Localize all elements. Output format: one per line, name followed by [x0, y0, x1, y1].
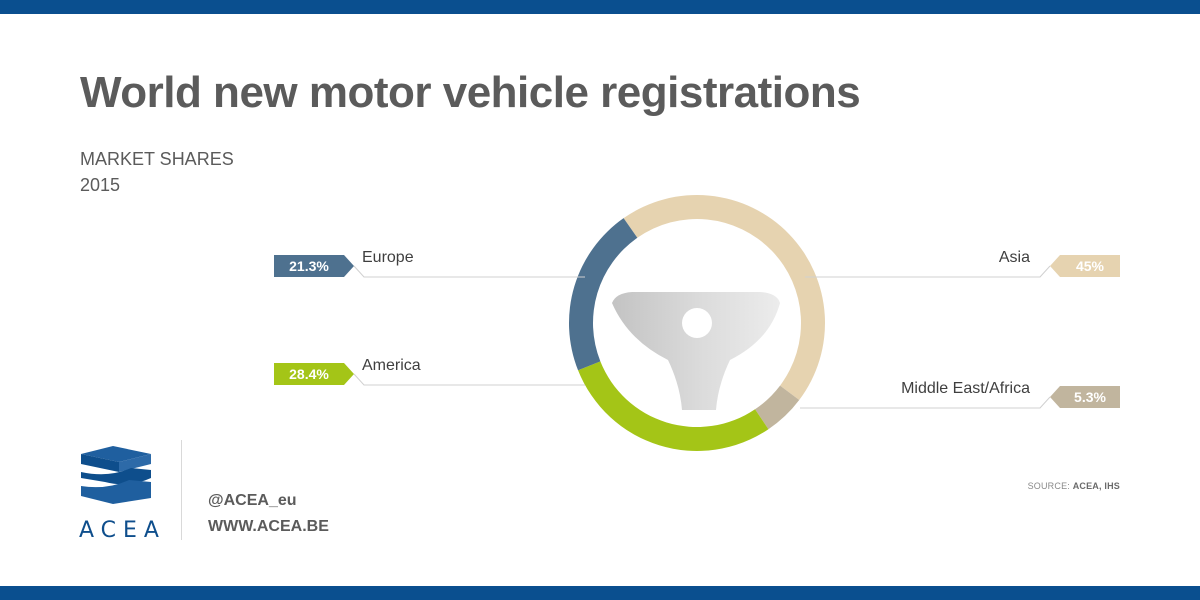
source-note: SOURCE: ACEA, IHS: [1028, 481, 1120, 491]
value-label-asia: 45%: [1076, 258, 1105, 274]
donut-labels: 45% Asia 5.3% Middle East/Africa 28.4% Americ…: [274, 249, 1120, 409]
page-title: World new motor vehicle registrations: [80, 68, 861, 117]
acea-logo-text: ACEA: [79, 518, 166, 543]
value-label-america: 28.4%: [289, 366, 329, 382]
value-tag-europe: [274, 255, 354, 277]
leader-line-america: [353, 373, 585, 386]
label-group-america: 28.4% America: [274, 357, 585, 386]
value-tag-america: [274, 363, 354, 385]
slice-europe: [569, 218, 638, 371]
label-group-middle-east-africa: 5.3% Middle East/Africa: [800, 380, 1120, 409]
leader-line-middle-east-africa: [800, 396, 1051, 409]
subtitle-year: 2015: [80, 175, 121, 195]
value-tag-middle-east-africa: [1050, 386, 1120, 408]
subtitle-market-shares: MARKET SHARES: [80, 149, 234, 169]
slice-asia: [623, 195, 825, 401]
category-label-middle-east-africa: Middle East/Africa: [901, 380, 1030, 397]
label-group-europe: 21.3% Europe: [274, 249, 585, 278]
subtitle: MARKET SHARES 2015: [80, 146, 234, 198]
source-label: SOURCE:: [1027, 481, 1070, 491]
acea-logo-icon: [81, 446, 151, 504]
category-label-asia: Asia: [999, 249, 1030, 266]
leader-line-asia: [805, 265, 1051, 278]
source-value: ACEA, IHS: [1072, 481, 1120, 491]
donut-slices: [569, 195, 825, 451]
value-label-europe: 21.3%: [289, 258, 329, 274]
steering-wheel-icon: [612, 292, 780, 410]
value-tag-asia: [1050, 255, 1120, 277]
top-brand-bar: [0, 0, 1200, 14]
slice-america: [578, 361, 769, 451]
website-link[interactable]: WWW.ACEA.BE: [208, 518, 329, 535]
category-label-america: America: [362, 357, 421, 374]
footer-divider: [181, 440, 182, 540]
bottom-brand-bar: [0, 586, 1200, 600]
value-label-middle-east-africa: 5.3%: [1074, 389, 1106, 405]
slice-middle-east-africa: [755, 385, 800, 430]
twitter-handle[interactable]: @ACEA_eu: [208, 492, 297, 509]
label-group-asia: 45% Asia: [805, 249, 1120, 278]
category-label-europe: Europe: [362, 249, 414, 266]
leader-line-europe: [353, 265, 585, 278]
